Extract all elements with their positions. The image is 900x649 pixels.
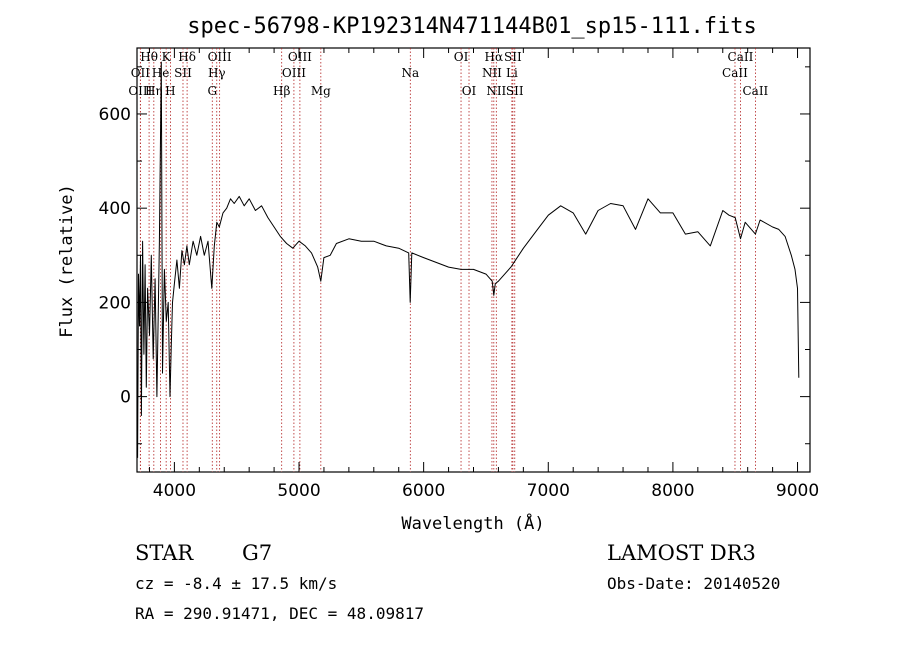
line-label: K — [162, 50, 172, 64]
x-tick-label: 9000 — [776, 481, 819, 501]
x-tick-label: 6000 — [402, 481, 445, 501]
line-label: OI — [462, 84, 477, 98]
redshift-text: cz = -8.4 ± 17.5 km/s — [135, 574, 337, 593]
coordinates: RA = 290.91471, DEC = 48.09817 — [135, 604, 424, 623]
y-tick-label: 600 — [99, 105, 131, 125]
line-label: Hη — [145, 84, 163, 98]
line-label: OI — [454, 50, 469, 64]
line-label: OIII — [288, 50, 312, 64]
line-label: Li — [506, 66, 518, 80]
line-label: SII — [506, 84, 524, 98]
x-tick-label: 8000 — [651, 481, 694, 501]
y-tick-label: 0 — [120, 388, 131, 408]
line-label: OIII — [128, 84, 152, 98]
x-axis-ticks: 4000 5000 6000 7000 8000 9000 — [148, 48, 819, 501]
line-label: OIII — [208, 50, 232, 64]
line-label: H — [165, 84, 175, 98]
x-tick-label: 4000 — [153, 481, 196, 501]
y-tick-label: 400 — [99, 199, 131, 219]
subclass: G7 — [242, 541, 272, 565]
line-label: Hθ — [140, 50, 158, 64]
line-label: Hα — [485, 50, 504, 64]
line-label: Hγ — [208, 66, 226, 80]
line-label: CaII — [728, 50, 754, 64]
y-axis-ticks: 0 200 400 600 — [99, 66, 810, 445]
line-label: Mg — [311, 84, 331, 98]
line-label: Hδ — [178, 50, 196, 64]
spectrum-line — [137, 61, 800, 458]
x-tick-label: 5000 — [277, 481, 320, 501]
line-label: Na — [401, 66, 419, 80]
line-label: NII — [482, 66, 502, 80]
line-label: NII — [486, 84, 506, 98]
object-type: STAR — [135, 541, 194, 565]
line-label: SII — [504, 50, 522, 64]
line-label: Hβ — [273, 84, 290, 98]
x-axis-label: Wavelength (Å) — [401, 512, 544, 534]
line-markers — [139, 48, 756, 472]
info-panel: STAR G7 LAMOST DR3 cz = -8.4 ± 17.5 km/s… — [135, 541, 780, 623]
plot-frame — [136, 47, 811, 473]
x-tick-label: 7000 — [527, 481, 570, 501]
survey-name: LAMOST DR3 — [607, 541, 756, 565]
y-axis-label: Flux (relative) — [57, 184, 77, 338]
obs-date: Obs-Date: 20140520 — [607, 574, 780, 593]
line-label: OII — [131, 66, 151, 80]
line-label: OIII — [282, 66, 306, 80]
y-tick-label: 200 — [99, 293, 131, 313]
line-label: G — [207, 84, 217, 98]
line-label: CaII — [742, 84, 768, 98]
chart-title: spec-56798-KP192314N471144B01_sp15-111.f… — [187, 14, 757, 39]
line-label: He — [152, 66, 170, 80]
line-label: SII — [174, 66, 192, 80]
line-label: CaII — [722, 66, 748, 80]
